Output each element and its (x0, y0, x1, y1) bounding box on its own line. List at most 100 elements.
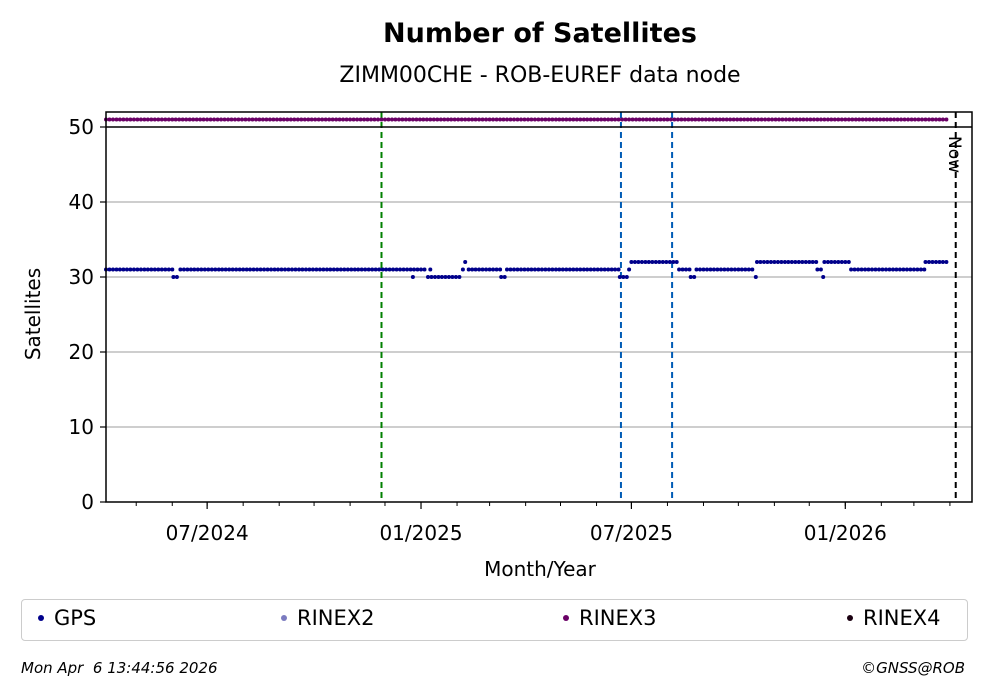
data-point (435, 117, 440, 122)
data-point (194, 117, 199, 122)
data-point (384, 267, 389, 272)
data-point (111, 267, 115, 272)
data-point (526, 117, 530, 122)
data-point (107, 117, 112, 122)
data-point (599, 117, 604, 122)
data-point (698, 267, 702, 272)
data-point (677, 267, 682, 272)
data-point (779, 260, 784, 264)
data-point (539, 267, 544, 272)
data-point (756, 117, 761, 122)
data-point (588, 267, 593, 272)
legend: GPS RINEX2 RINEX3 RINEX4 (21, 599, 968, 641)
data-point (646, 260, 651, 264)
data-point (380, 267, 385, 272)
data-point (124, 117, 129, 122)
data-point (477, 267, 482, 272)
data-point (477, 117, 482, 122)
data-point (750, 267, 755, 272)
data-point (899, 117, 904, 122)
data-point (721, 117, 726, 122)
data-point (856, 267, 861, 272)
data-point (639, 260, 644, 264)
data-point (300, 267, 305, 272)
data-point (419, 267, 423, 272)
data-point (606, 117, 611, 122)
data-point (502, 275, 507, 279)
y-tick-label: 30 (69, 265, 94, 289)
data-point (655, 117, 659, 122)
data-point (560, 117, 565, 122)
legend-label: RINEX2 (297, 606, 375, 630)
data-point (362, 117, 367, 122)
data-point (117, 117, 122, 122)
data-point (745, 117, 750, 122)
data-point (553, 117, 558, 122)
data-point (415, 267, 420, 272)
data-point (181, 267, 186, 272)
data-point (173, 117, 178, 122)
data-point (505, 267, 509, 272)
data-point (863, 267, 868, 272)
data-point (303, 267, 308, 272)
data-point (585, 267, 590, 272)
data-point (307, 267, 312, 272)
data-point (927, 260, 931, 264)
data-point (124, 267, 129, 272)
data-point (379, 117, 384, 122)
data-point (627, 117, 632, 122)
data-point (644, 117, 649, 122)
data-point (860, 117, 865, 122)
data-point (156, 267, 161, 272)
data-point (498, 117, 503, 122)
data-point (114, 267, 119, 272)
data-point (696, 117, 701, 122)
data-point (407, 117, 412, 122)
data-point (718, 267, 723, 272)
data-point (185, 267, 190, 272)
data-point (801, 117, 806, 122)
data-point (292, 117, 297, 122)
data-point (818, 267, 823, 272)
data-point (484, 267, 489, 272)
data-point (398, 267, 403, 272)
data-point (808, 117, 813, 122)
data-point (870, 267, 874, 272)
data-point (149, 267, 154, 272)
data-point (700, 117, 705, 122)
data-point (166, 267, 171, 272)
data-point (293, 267, 298, 272)
data-point (330, 117, 335, 122)
data-point (327, 117, 332, 122)
data-point (348, 117, 353, 122)
data-point (557, 267, 562, 272)
data-point (436, 275, 441, 279)
data-point (457, 275, 462, 279)
data-point (272, 267, 277, 272)
event-lines (380, 112, 957, 502)
data-point (616, 267, 621, 272)
data-point (923, 260, 928, 264)
data-point (922, 267, 927, 272)
data-point (588, 117, 593, 122)
data-point (803, 260, 808, 264)
data-point (264, 117, 269, 122)
data-point (927, 117, 931, 122)
data-point (230, 267, 235, 272)
data-point (337, 117, 342, 122)
data-point (648, 117, 652, 122)
data-point (359, 267, 364, 272)
data-point (682, 117, 687, 122)
data-point (763, 117, 768, 122)
data-point (429, 275, 434, 279)
data-point (791, 117, 795, 122)
data-point (223, 267, 228, 272)
data-point (410, 275, 415, 279)
data-point (722, 267, 727, 272)
data-point (349, 267, 354, 272)
data-point (793, 260, 798, 264)
data-point (522, 267, 527, 272)
data-point (782, 260, 787, 264)
data-point (643, 260, 648, 264)
data-point (632, 260, 637, 264)
